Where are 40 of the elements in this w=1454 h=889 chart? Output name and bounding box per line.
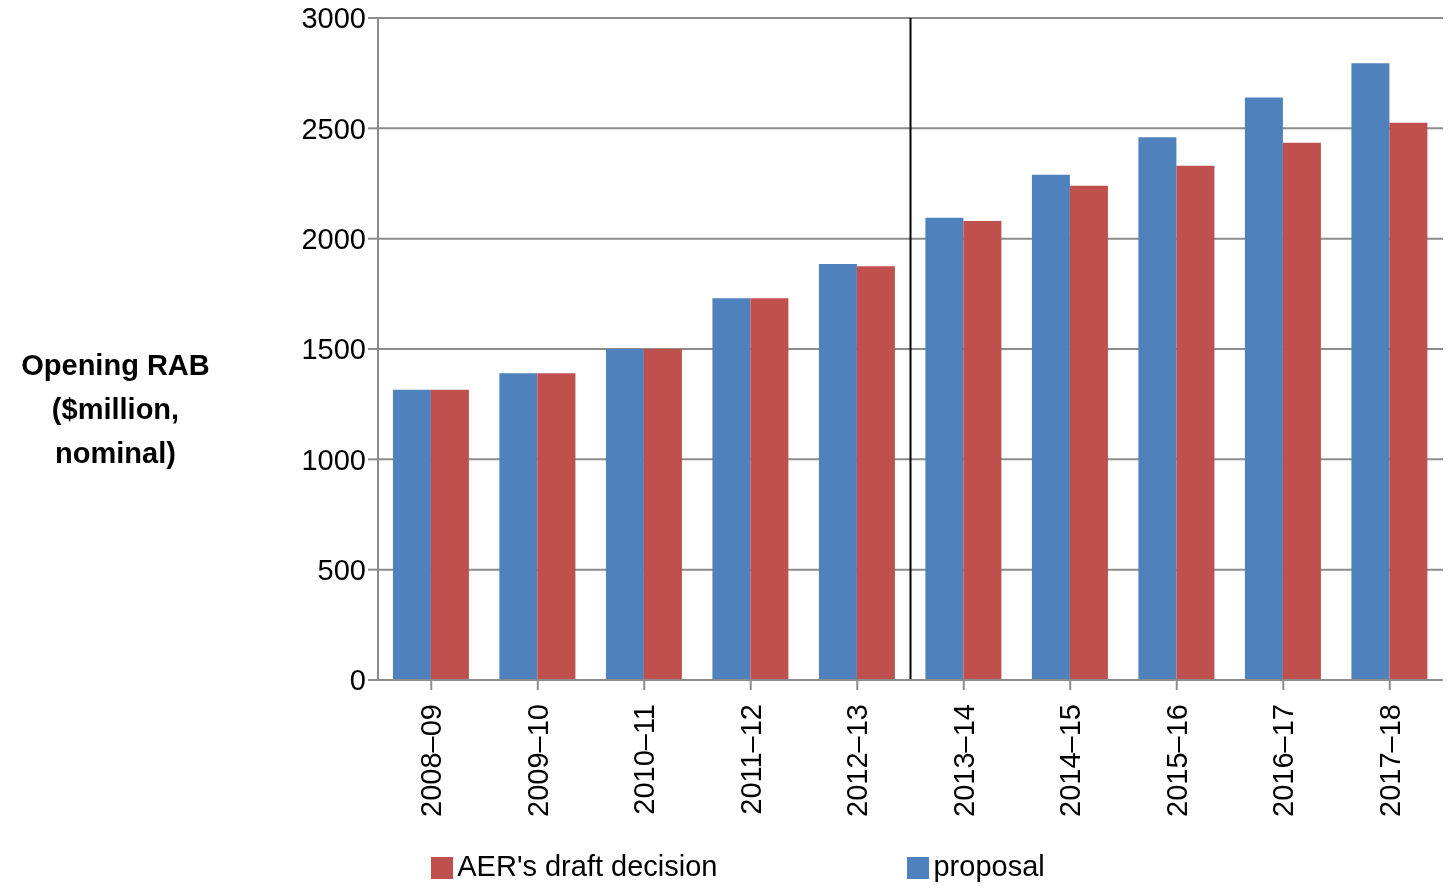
y-tick-label: 500 — [317, 553, 366, 586]
bar — [1176, 165, 1215, 680]
bar — [1031, 174, 1070, 680]
bar — [605, 349, 644, 680]
x-tick-label: 2017–18 — [1373, 704, 1406, 817]
bar — [392, 389, 431, 680]
x-tick-label: 2009–10 — [521, 704, 554, 817]
bar — [818, 264, 857, 680]
y-tick-label: 0 — [349, 664, 366, 697]
bar — [925, 217, 964, 680]
y-tick-label: 3000 — [301, 2, 366, 35]
x-tick-label: 2008–09 — [415, 704, 448, 817]
bar — [963, 221, 1002, 680]
bar — [1244, 97, 1283, 680]
bar — [1138, 137, 1177, 680]
bar — [856, 266, 895, 680]
bar — [1069, 185, 1108, 680]
bar — [712, 298, 751, 680]
x-tick-label: 2010–11 — [628, 704, 661, 815]
bar — [643, 349, 682, 680]
legend-label: proposal — [933, 850, 1045, 882]
y-tick-label: 1500 — [301, 333, 366, 366]
y-tick-label: 2500 — [301, 112, 366, 145]
y-tick-label: 1000 — [301, 443, 366, 476]
bar — [1389, 122, 1428, 680]
bar — [1351, 63, 1390, 680]
x-tick-label: 2015–16 — [1160, 704, 1193, 817]
x-tick-label: 2013–14 — [947, 704, 980, 817]
legend-label: AER's draft decision — [457, 850, 718, 882]
x-tick-label: 2012–13 — [841, 704, 874, 817]
x-tick-label: 2016–17 — [1267, 704, 1300, 817]
x-tick-label: 2014–15 — [1054, 704, 1087, 817]
bar — [750, 298, 789, 680]
bar — [1282, 142, 1321, 680]
y-tick-label: 2000 — [301, 222, 366, 255]
bar — [499, 373, 538, 680]
bar — [537, 373, 576, 680]
bar — [430, 389, 469, 680]
x-tick-label: 2011–12 — [734, 704, 767, 815]
y-axis-title: Opening RAB ($million, nominal) — [20, 348, 211, 471]
